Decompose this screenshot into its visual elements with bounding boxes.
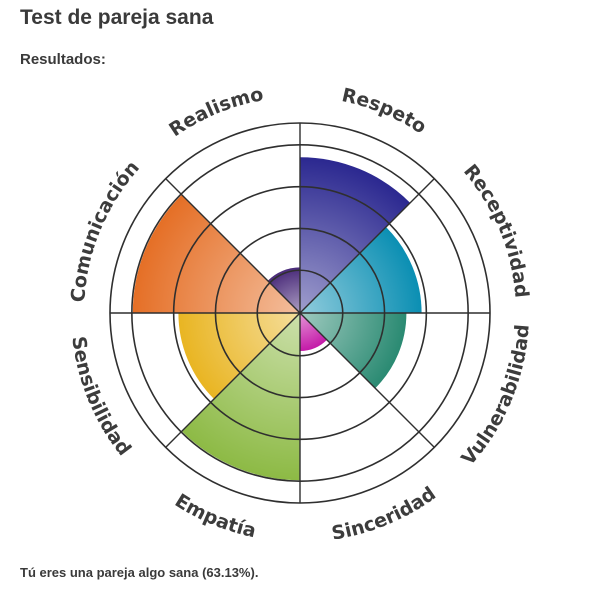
label-empatia: Empatía	[171, 490, 258, 543]
polar-area-chart: RespetoReceptividadVulnerabilidadSinceri…	[67, 83, 534, 545]
label-vulnerabilidad: Vulnerabilidad	[457, 324, 534, 470]
label-sensibilidad: Sensibilidad	[67, 335, 135, 460]
wedge-shade-receptividad	[300, 227, 422, 313]
result-text: Tú eres una pareja algo sana (63.13%).	[20, 565, 259, 580]
grid-spoke-8	[165, 178, 301, 314]
wedge-shade-comunicacion	[132, 194, 300, 313]
label-comunicacion: Comunicación	[67, 157, 144, 303]
grid-spoke-4	[299, 312, 435, 448]
wedge-shade-vulnerabilidad	[300, 313, 407, 389]
page-title: Test de pareja sana	[20, 6, 214, 29]
wedge-shade-sinceridad	[300, 313, 327, 351]
wedge-shade-empatia	[181, 313, 300, 481]
wedge-shade-sensibilidad	[178, 313, 300, 399]
label-sinceridad: Sinceridad	[330, 483, 440, 545]
wedge-shade-respeto	[300, 157, 411, 313]
chart-grid	[109, 122, 491, 504]
grid-spoke-6	[165, 312, 301, 448]
chart-wedges	[132, 157, 422, 481]
wedge-shade-realismo	[267, 267, 300, 313]
label-realismo: Realismo	[165, 83, 265, 141]
results-label: Resultados:	[20, 51, 106, 68]
grid-spoke-2	[299, 178, 435, 314]
